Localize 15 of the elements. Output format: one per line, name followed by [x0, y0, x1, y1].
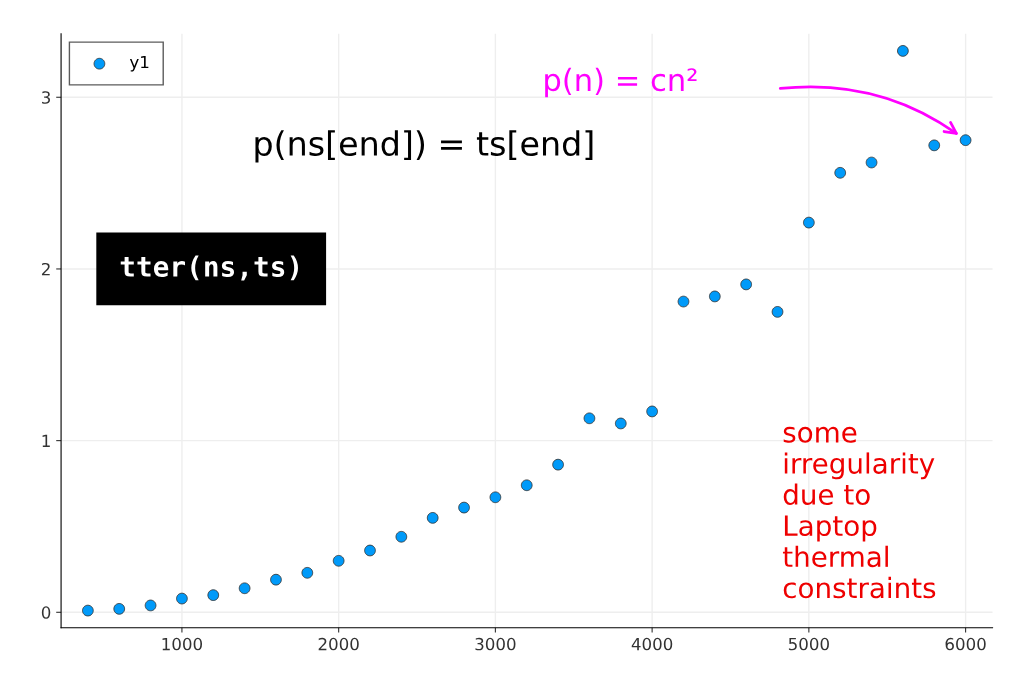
x-tick-label: 6000	[945, 637, 986, 651]
y-tick-label: 3	[42, 91, 51, 104]
annotation: p(n) = cn²	[545, 67, 697, 98]
x-tick-label: 5000	[788, 637, 829, 651]
x-tick-label: 3000	[475, 637, 516, 651]
x-tick-label: 4000	[631, 637, 673, 651]
y-tick-label: 0	[41, 606, 51, 619]
y-tick-label: 1	[42, 434, 50, 447]
annotation: some irregularity due to Laptop thermal constraints	[782, 426, 936, 599]
annotation: tter(ns,ts)	[120, 255, 298, 281]
x-tick-label: 1000	[162, 637, 203, 651]
legend-label: y1	[129, 55, 149, 72]
x-tick-label: 2000	[318, 637, 359, 651]
y-tick-label: 2	[41, 262, 50, 276]
annotation: p(ns[end]) = ts[end]	[255, 130, 593, 163]
